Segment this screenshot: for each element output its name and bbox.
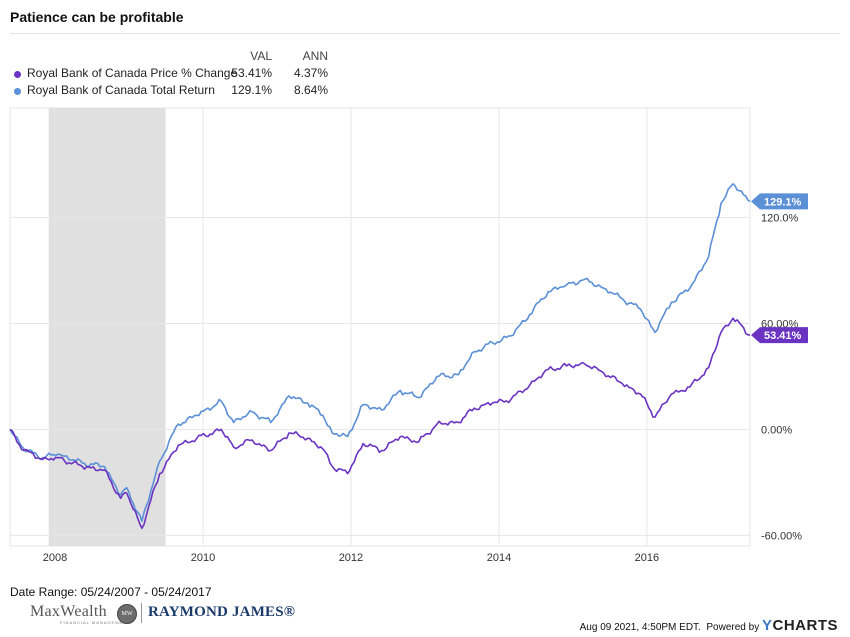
- recession-band: [48, 108, 166, 546]
- x-tick-label: 2012: [339, 552, 363, 564]
- legend-dot-price-change: [14, 71, 21, 78]
- footer-attribution: Aug 09 2021, 4:50PM EDT. Powered by YCHA…: [580, 617, 838, 634]
- legend-ann-header: ANN: [302, 49, 328, 63]
- y-tick-label: -60.00%: [761, 530, 802, 542]
- maxwealth-logo: MaxWealth: [30, 603, 107, 620]
- timestamp: Aug 09 2021, 4:50PM EDT.: [579, 622, 701, 633]
- x-tick-label: 2008: [43, 552, 67, 564]
- ycharts-logo-y: Y: [761, 617, 773, 634]
- legend-name: Royal Bank of Canada Total Return: [27, 83, 215, 97]
- legend-dot-total-return: [14, 88, 21, 95]
- maxwealth-seal-icon: MW: [117, 604, 137, 624]
- end-value-label: 53.41%: [764, 330, 802, 342]
- end-value-tag-shape: [751, 327, 808, 344]
- ycharts-logo-text: CHARTS: [772, 617, 838, 634]
- end-value-tag: 53.41%: [751, 327, 808, 344]
- x-tick-label: 2016: [635, 552, 659, 564]
- x-tick-label: 2014: [487, 552, 511, 564]
- x-tick-label: 2010: [191, 552, 215, 564]
- legend-ann: 8.64%: [293, 83, 328, 97]
- raymond-james-logo: RAYMOND JAMES®: [148, 604, 296, 620]
- y-tick-label: 120.0%: [761, 213, 799, 225]
- legend-name: Royal Bank of Canada Price % Change: [27, 66, 238, 80]
- legend-val: 129.1%: [231, 83, 272, 97]
- maxwealth-subtitle: FINANCIAL MANAGEMENT: [60, 620, 131, 625]
- series-line: [9, 317, 751, 530]
- ycharts-logo[interactable]: YCHARTS: [762, 617, 838, 634]
- y-tick-label: 0.00%: [761, 424, 792, 436]
- legend-ann: 4.37%: [293, 66, 328, 80]
- end-value-label: 129.1%: [764, 196, 802, 208]
- chart-title: Patience can be profitable: [10, 9, 184, 25]
- legend-val: 53.41%: [231, 66, 272, 80]
- date-range: Date Range: 05/24/2007 - 05/24/2017: [10, 585, 212, 599]
- title-divider: [10, 33, 840, 34]
- powered-by-label: Powered by: [706, 622, 760, 633]
- brand-divider: [141, 603, 142, 623]
- end-value-tag-shape: [751, 193, 808, 210]
- series-line: [9, 183, 751, 523]
- end-value-tag: 129.1%: [751, 193, 808, 210]
- legend-val-header: VAL: [250, 49, 272, 63]
